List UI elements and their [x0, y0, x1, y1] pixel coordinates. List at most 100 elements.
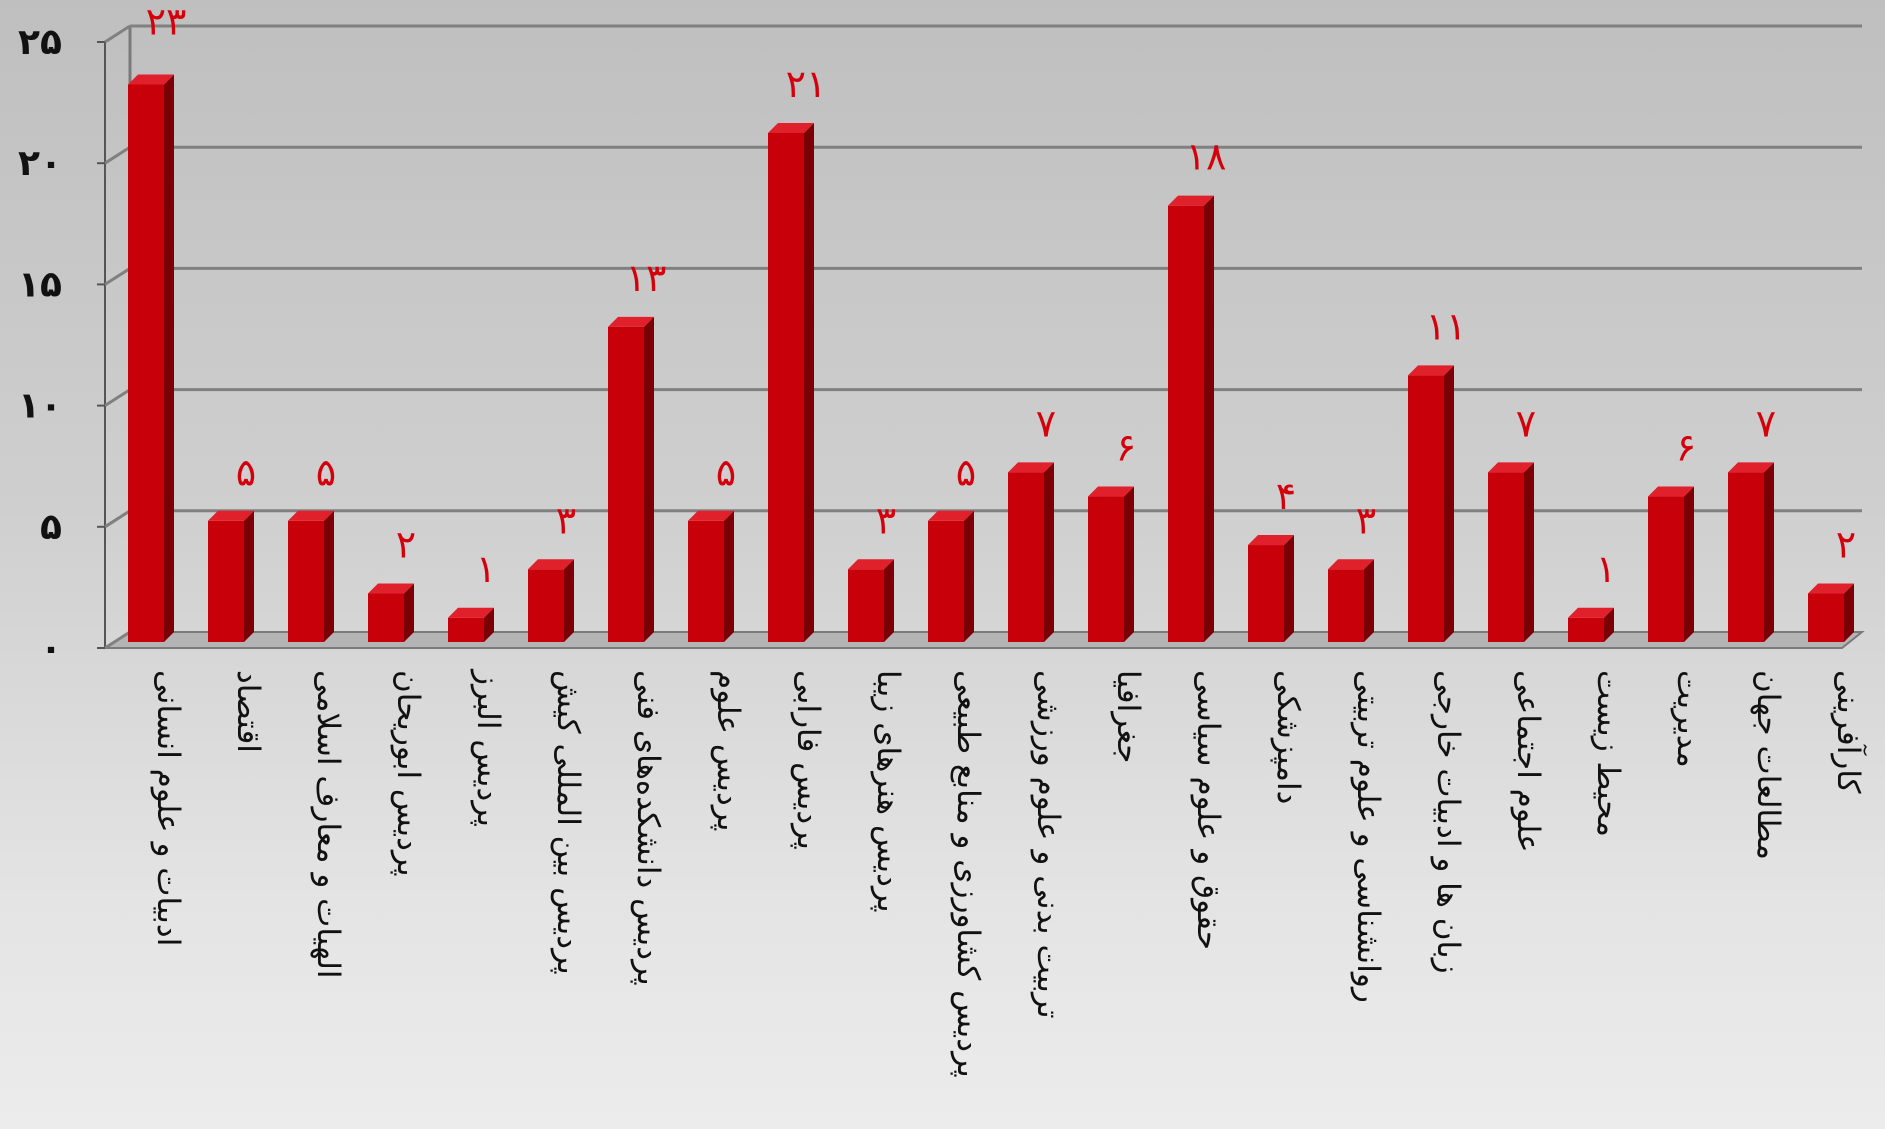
x-tick-label: دامپزشکی — [1270, 670, 1306, 804]
y-tick-label: ۲۰ — [18, 143, 62, 184]
bar — [1328, 569, 1364, 642]
data-label: ۱۱ — [1426, 304, 1467, 348]
bar-side — [1684, 486, 1694, 642]
y-tick-label: ۵ — [40, 507, 62, 548]
data-label: ۲ — [396, 523, 416, 567]
bar-side — [804, 122, 814, 642]
x-tick-label: پردیس کشاورزی و منابع طبیعی — [950, 670, 986, 1078]
bar-top — [1808, 583, 1854, 594]
data-label: ۵ — [956, 450, 976, 494]
bar-side — [1204, 195, 1214, 642]
gridline-diagonal — [104, 267, 131, 286]
bar-top — [1328, 559, 1374, 570]
x-tick-label: پردیس دانشکده‌های فنی — [630, 670, 666, 986]
bar — [528, 569, 564, 642]
bar-top — [608, 316, 654, 327]
bar — [1248, 545, 1284, 642]
bars — [128, 74, 1854, 643]
bar-top — [1248, 535, 1294, 546]
bar-top — [1408, 365, 1454, 376]
x-tick-label: پردیس بین المللی کیش — [550, 670, 586, 975]
bar-top — [128, 74, 174, 85]
bar-side — [724, 510, 734, 642]
data-label: ۵ — [316, 450, 336, 494]
bar-top — [208, 510, 254, 521]
bar — [1808, 593, 1844, 642]
x-tick-label: مطالعات جهان — [1750, 670, 1786, 860]
data-label: ۱۸ — [1186, 135, 1227, 179]
bar-side — [644, 316, 654, 642]
bar — [288, 520, 324, 642]
x-tick-label: زبان ها و ادبیات خارجی — [1430, 670, 1466, 974]
x-tick-label: پردیس هنرهای زیبا — [870, 670, 906, 913]
bar — [1728, 472, 1764, 642]
bar — [1648, 496, 1684, 642]
x-axis-labels: ادبیات و علوم انسانی اقتصاد الهیات و معارف… — [150, 668, 1868, 1078]
bar-top — [848, 559, 894, 570]
bar-side — [1284, 535, 1294, 642]
x-tick-label: محیط زیست — [1590, 670, 1626, 837]
data-label: ۳ — [876, 498, 896, 542]
gridline-diagonal — [104, 630, 131, 650]
bar-side — [244, 510, 254, 642]
data-label: ۱ — [476, 547, 496, 591]
bar — [368, 593, 404, 642]
bar — [1008, 472, 1044, 642]
bar — [1408, 375, 1444, 642]
data-label: ۱۳ — [626, 256, 667, 300]
bar-top — [768, 122, 814, 133]
x-tick-label: جغرافیا — [1110, 670, 1146, 763]
bar-side — [324, 510, 334, 642]
data-label: ۷ — [1516, 401, 1536, 445]
data-label: ۶ — [1116, 426, 1136, 470]
data-label: ۱ — [1596, 547, 1616, 591]
x-tick-label: پردیس البرز — [470, 668, 506, 827]
bar — [448, 617, 484, 642]
data-label: ۴ — [1276, 474, 1296, 518]
bar — [1488, 472, 1524, 642]
x-tick-label: تربیت بدنی و علوم ورزشی — [1030, 670, 1066, 1019]
bar-side — [1604, 607, 1614, 642]
bar-top — [1168, 195, 1214, 206]
x-tick-label: ادبیات و علوم انسانی — [150, 670, 186, 946]
bar-side — [1444, 365, 1454, 642]
y-tick-label: ۱۰ — [18, 386, 62, 427]
bar-top — [1088, 486, 1134, 497]
bar-top — [688, 510, 734, 521]
bar — [1088, 496, 1124, 642]
bar-top — [1568, 607, 1614, 618]
bar-top — [1488, 462, 1534, 473]
y-tick-label: ۲۵ — [18, 22, 62, 63]
bar-side — [1764, 462, 1774, 642]
y-tick-label: ۰ — [40, 628, 62, 669]
x-tick-label: الهیات و معارف اسلامی — [310, 670, 346, 979]
data-label: ۳ — [556, 498, 576, 542]
bar — [768, 132, 804, 642]
gridline-diagonal — [104, 24, 131, 44]
bar-side — [1124, 486, 1134, 642]
bar-top — [368, 583, 414, 594]
bar — [848, 569, 884, 642]
bar-side — [564, 559, 574, 642]
bar-top — [928, 510, 974, 521]
x-tick-label: حقوق و علوم سیاسی — [1190, 670, 1226, 950]
bar-top — [528, 559, 574, 570]
bar — [1568, 617, 1604, 642]
y-tick-label: ۱۵ — [18, 264, 62, 305]
x-tick-label: پردیس فارابی — [790, 670, 826, 850]
x-tick-label: اقتصاد — [230, 670, 266, 753]
bar-top — [1008, 462, 1054, 473]
bar-top — [1728, 462, 1774, 473]
data-label: ۶ — [1676, 426, 1696, 470]
bar — [688, 520, 724, 642]
x-tick-label: علوم اجتماعی — [1510, 670, 1546, 853]
bar-side — [404, 583, 414, 642]
gridline-diagonal — [104, 388, 131, 407]
data-label: ۳ — [1356, 498, 1376, 542]
gridline-diagonal — [104, 145, 131, 165]
bar-side — [484, 607, 494, 642]
data-label: ۵ — [716, 450, 736, 494]
x-tick-label: روانشناسی و علوم تربیتی — [1350, 670, 1386, 1003]
